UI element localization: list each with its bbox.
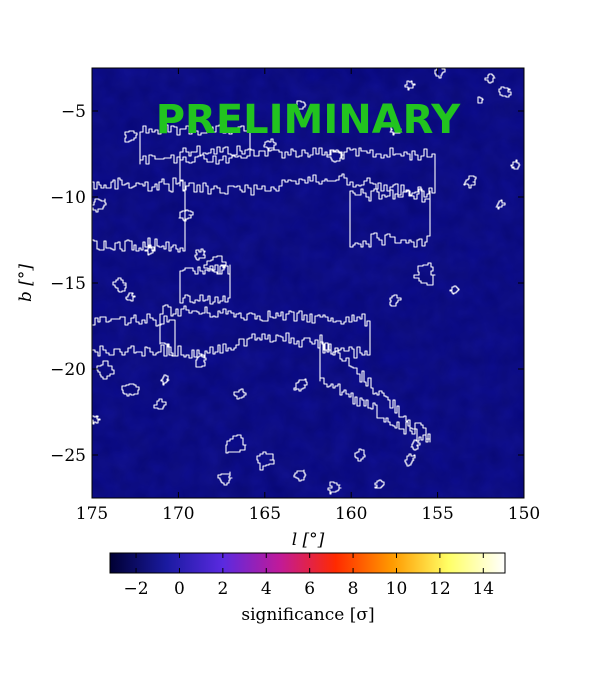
contour-island (410, 439, 421, 451)
contour-island (217, 471, 233, 486)
x-tick-label: 160 (335, 504, 367, 524)
contour-island (160, 374, 170, 386)
colorbar-ticks: −2 0 2 4 6 8 10 12 14 (124, 553, 494, 599)
contour-island (477, 96, 484, 104)
contour-island (463, 175, 477, 189)
contour-island (498, 86, 512, 98)
contour-island (124, 130, 138, 143)
colorbar-tick-label: 10 (386, 579, 408, 599)
colorbar-tick-label: 6 (304, 579, 315, 599)
contour-island (263, 138, 277, 152)
x-tick-label: 175 (76, 504, 108, 524)
contour-island (256, 451, 275, 471)
contour-island (233, 388, 247, 400)
contour-island (121, 383, 140, 397)
contour-island (434, 68, 446, 79)
contour-island (389, 124, 402, 136)
y-tick-label: −5 (61, 102, 86, 122)
contour-island (203, 255, 227, 275)
x-tick-label: 170 (162, 504, 194, 524)
contour-island (293, 469, 307, 482)
contour-island (153, 398, 167, 410)
contour-island (404, 453, 416, 467)
contour-island (327, 481, 342, 495)
x-tick-label: 150 (508, 504, 540, 524)
contour-island (389, 294, 402, 307)
contour-island (293, 378, 308, 392)
colorbar-tick-label: 0 (174, 579, 185, 599)
contour-line (92, 177, 186, 253)
y-tick-label: −15 (50, 274, 86, 294)
contour-island (92, 198, 107, 213)
colorbar-label: significance [σ] (241, 605, 374, 625)
contour-line (92, 313, 176, 357)
significance-contours (92, 68, 521, 495)
contour-line (349, 188, 431, 248)
y-tick-label: −10 (50, 188, 86, 208)
contour-island (326, 149, 344, 163)
contour-island (413, 262, 436, 286)
x-tick-label: 165 (249, 504, 281, 524)
colorbar-tick-label: 12 (429, 579, 451, 599)
colorbar-tick-label: 4 (261, 579, 272, 599)
contour-island (495, 199, 506, 210)
preliminary-watermark: PRELIMINARY (156, 97, 462, 143)
contour-island (225, 434, 247, 454)
heatmap-texture-fine (92, 68, 524, 498)
contour-island (112, 277, 127, 293)
contour-island (484, 73, 496, 84)
colorbar-tick-label: 14 (472, 579, 494, 599)
x-tick-label: 155 (421, 504, 453, 524)
contour-line (139, 124, 251, 165)
y-axis-label: b [°] (16, 264, 36, 302)
contour-island (295, 100, 307, 110)
contour-island (195, 354, 207, 368)
contour-island (194, 248, 206, 261)
heatmap-panel (92, 68, 524, 498)
contour-island (354, 448, 366, 462)
colorbar-gradient (109, 552, 506, 574)
y-tick-label: −20 (50, 360, 86, 380)
contour-line (179, 264, 231, 305)
x-axis-label: l [°] (292, 530, 325, 550)
contour-line (159, 304, 371, 359)
contour-island (178, 209, 194, 222)
contour-island (144, 244, 155, 256)
colorbar: −2 0 2 4 6 8 10 12 14 significance [σ] (109, 552, 506, 625)
y-axis-ticks: −5 −10 −15 −20 −25 (50, 102, 524, 466)
contour-island (510, 159, 521, 170)
colorbar-tick-label: 8 (348, 579, 359, 599)
y-tick-label: −25 (50, 446, 86, 466)
contour-island (374, 479, 385, 489)
colorbar-tick-label: −2 (124, 579, 149, 599)
x-axis-ticks: 175 170 165 160 155 150 (76, 68, 540, 524)
contour-island (125, 292, 136, 302)
contour-island (96, 360, 115, 380)
colorbar-tick-label: 2 (217, 579, 228, 599)
contour-island (449, 285, 460, 295)
contour-island (92, 415, 101, 425)
contour-island (404, 80, 416, 91)
contour-line (179, 145, 436, 198)
contour-line (319, 334, 431, 443)
